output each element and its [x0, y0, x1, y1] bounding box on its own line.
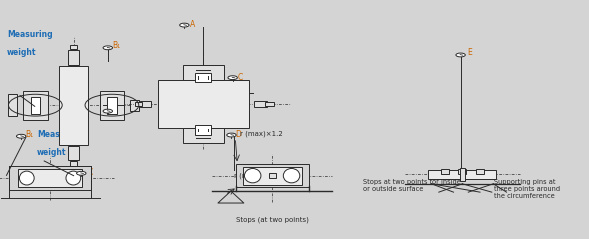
Bar: [183, 128, 224, 143]
Bar: [140, 101, 151, 107]
Text: Supporting pins at
three points around
the circumference: Supporting pins at three points around t…: [494, 179, 560, 199]
Ellipse shape: [244, 168, 261, 183]
Text: weight: weight: [7, 48, 37, 57]
Bar: [441, 169, 449, 174]
Bar: [8, 94, 16, 116]
Circle shape: [103, 109, 112, 113]
Bar: [70, 45, 77, 49]
Bar: [23, 91, 48, 120]
Bar: [134, 102, 141, 106]
Text: D: D: [236, 130, 241, 139]
Ellipse shape: [283, 168, 300, 183]
Bar: [70, 161, 77, 166]
Text: weight: weight: [37, 148, 67, 157]
Bar: [460, 168, 465, 181]
Bar: [265, 102, 274, 106]
Bar: [243, 167, 302, 185]
Bar: [18, 169, 82, 187]
Bar: [59, 66, 88, 145]
Circle shape: [227, 133, 236, 137]
Text: Stops at two points for inside
or outside surface: Stops at two points for inside or outsid…: [363, 179, 461, 192]
Bar: [195, 73, 211, 82]
Text: Measuring: Measuring: [7, 30, 52, 39]
Bar: [130, 100, 139, 110]
Text: B₁: B₁: [25, 130, 34, 139]
Ellipse shape: [19, 171, 34, 185]
Circle shape: [77, 171, 86, 175]
Text: A: A: [112, 105, 117, 114]
Bar: [68, 50, 79, 65]
Bar: [9, 166, 91, 190]
Text: r (max)×1.2: r (max)×1.2: [234, 172, 277, 179]
Bar: [254, 101, 267, 107]
Bar: [68, 146, 79, 160]
Bar: [429, 170, 496, 179]
Circle shape: [228, 76, 237, 80]
Text: Measuring: Measuring: [37, 130, 82, 139]
Circle shape: [180, 23, 189, 27]
Text: C: C: [87, 168, 92, 178]
Bar: [269, 173, 276, 178]
Bar: [107, 97, 117, 114]
Bar: [31, 97, 40, 114]
Ellipse shape: [66, 171, 81, 185]
Bar: [458, 169, 466, 174]
Circle shape: [456, 53, 465, 57]
Circle shape: [16, 134, 26, 138]
Text: Stops (at two points): Stops (at two points): [236, 216, 309, 223]
Text: r (max)×1.2: r (max)×1.2: [240, 130, 283, 137]
Circle shape: [103, 46, 112, 50]
Text: C: C: [237, 73, 243, 82]
Text: E: E: [467, 48, 472, 57]
Bar: [476, 169, 484, 174]
Bar: [183, 65, 224, 80]
Bar: [195, 125, 211, 135]
Text: B₁: B₁: [112, 41, 120, 50]
Bar: [100, 91, 124, 120]
Text: A: A: [190, 20, 195, 29]
Bar: [157, 80, 249, 128]
Bar: [236, 164, 309, 187]
